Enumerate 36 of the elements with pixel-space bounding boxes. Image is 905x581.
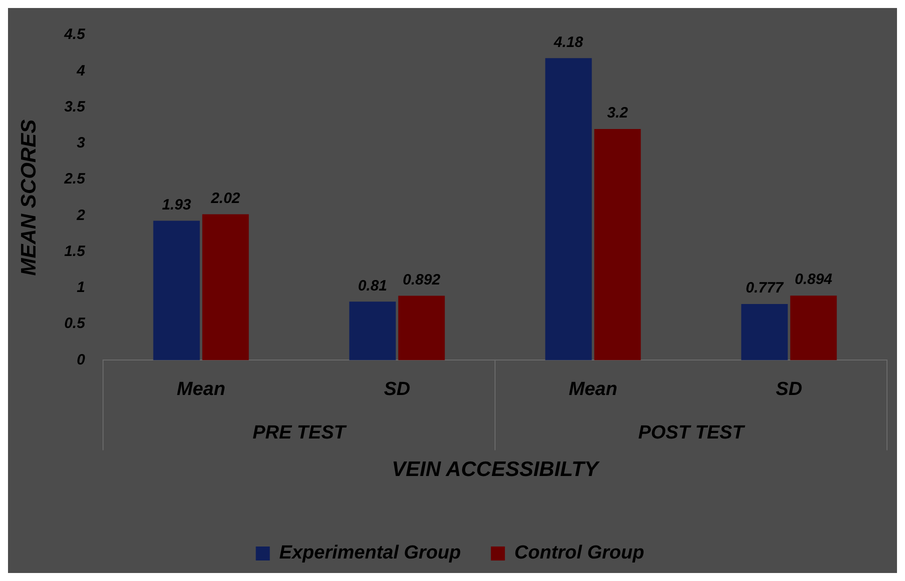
y-tick-label: 2.5 bbox=[63, 170, 86, 188]
x-tick-label: SD bbox=[776, 378, 802, 400]
legend-label: Control Group bbox=[514, 542, 644, 564]
bar bbox=[741, 304, 788, 360]
bar bbox=[790, 296, 837, 360]
y-axis-title: MEAN SCORES bbox=[17, 119, 40, 276]
data-label: 2.02 bbox=[210, 190, 241, 207]
text: PRE TEST bbox=[252, 422, 347, 444]
data-label: 1.93 bbox=[162, 196, 192, 214]
data-label: 0.777 bbox=[746, 280, 784, 297]
y-tick-label: 3 bbox=[76, 134, 86, 152]
y-tick-label: 1 bbox=[76, 279, 86, 296]
bar bbox=[545, 58, 592, 360]
legend-label: Experimental Group bbox=[279, 542, 461, 564]
y-tick-label: 4 bbox=[76, 62, 86, 80]
text: POST TEST bbox=[638, 422, 746, 444]
bar bbox=[398, 296, 445, 360]
data-label: 0.81 bbox=[358, 277, 388, 294]
y-tick-label: 0 bbox=[76, 351, 86, 368]
data-label: 0.894 bbox=[794, 271, 833, 288]
y-tick-label: 1.5 bbox=[64, 242, 86, 260]
y-tick-label: 3.5 bbox=[64, 98, 86, 116]
y-tick-label: 4.5 bbox=[63, 26, 86, 44]
x-tick-label: Mean bbox=[176, 378, 226, 400]
y-tick-label: 2 bbox=[76, 206, 86, 224]
x-tick-label: SD bbox=[384, 378, 410, 400]
bar bbox=[349, 302, 396, 360]
x-tick-label: Mean bbox=[568, 378, 618, 400]
y-tick-label: 0.5 bbox=[64, 315, 86, 332]
data-label: 4.18 bbox=[552, 34, 584, 51]
data-label: 0.892 bbox=[402, 271, 441, 288]
data-label: 3.2 bbox=[607, 104, 629, 122]
x-axis-title: VEIN ACCESSIBILTY bbox=[392, 458, 600, 481]
bar bbox=[594, 128, 641, 360]
bar bbox=[153, 220, 200, 360]
bar bbox=[202, 214, 249, 360]
